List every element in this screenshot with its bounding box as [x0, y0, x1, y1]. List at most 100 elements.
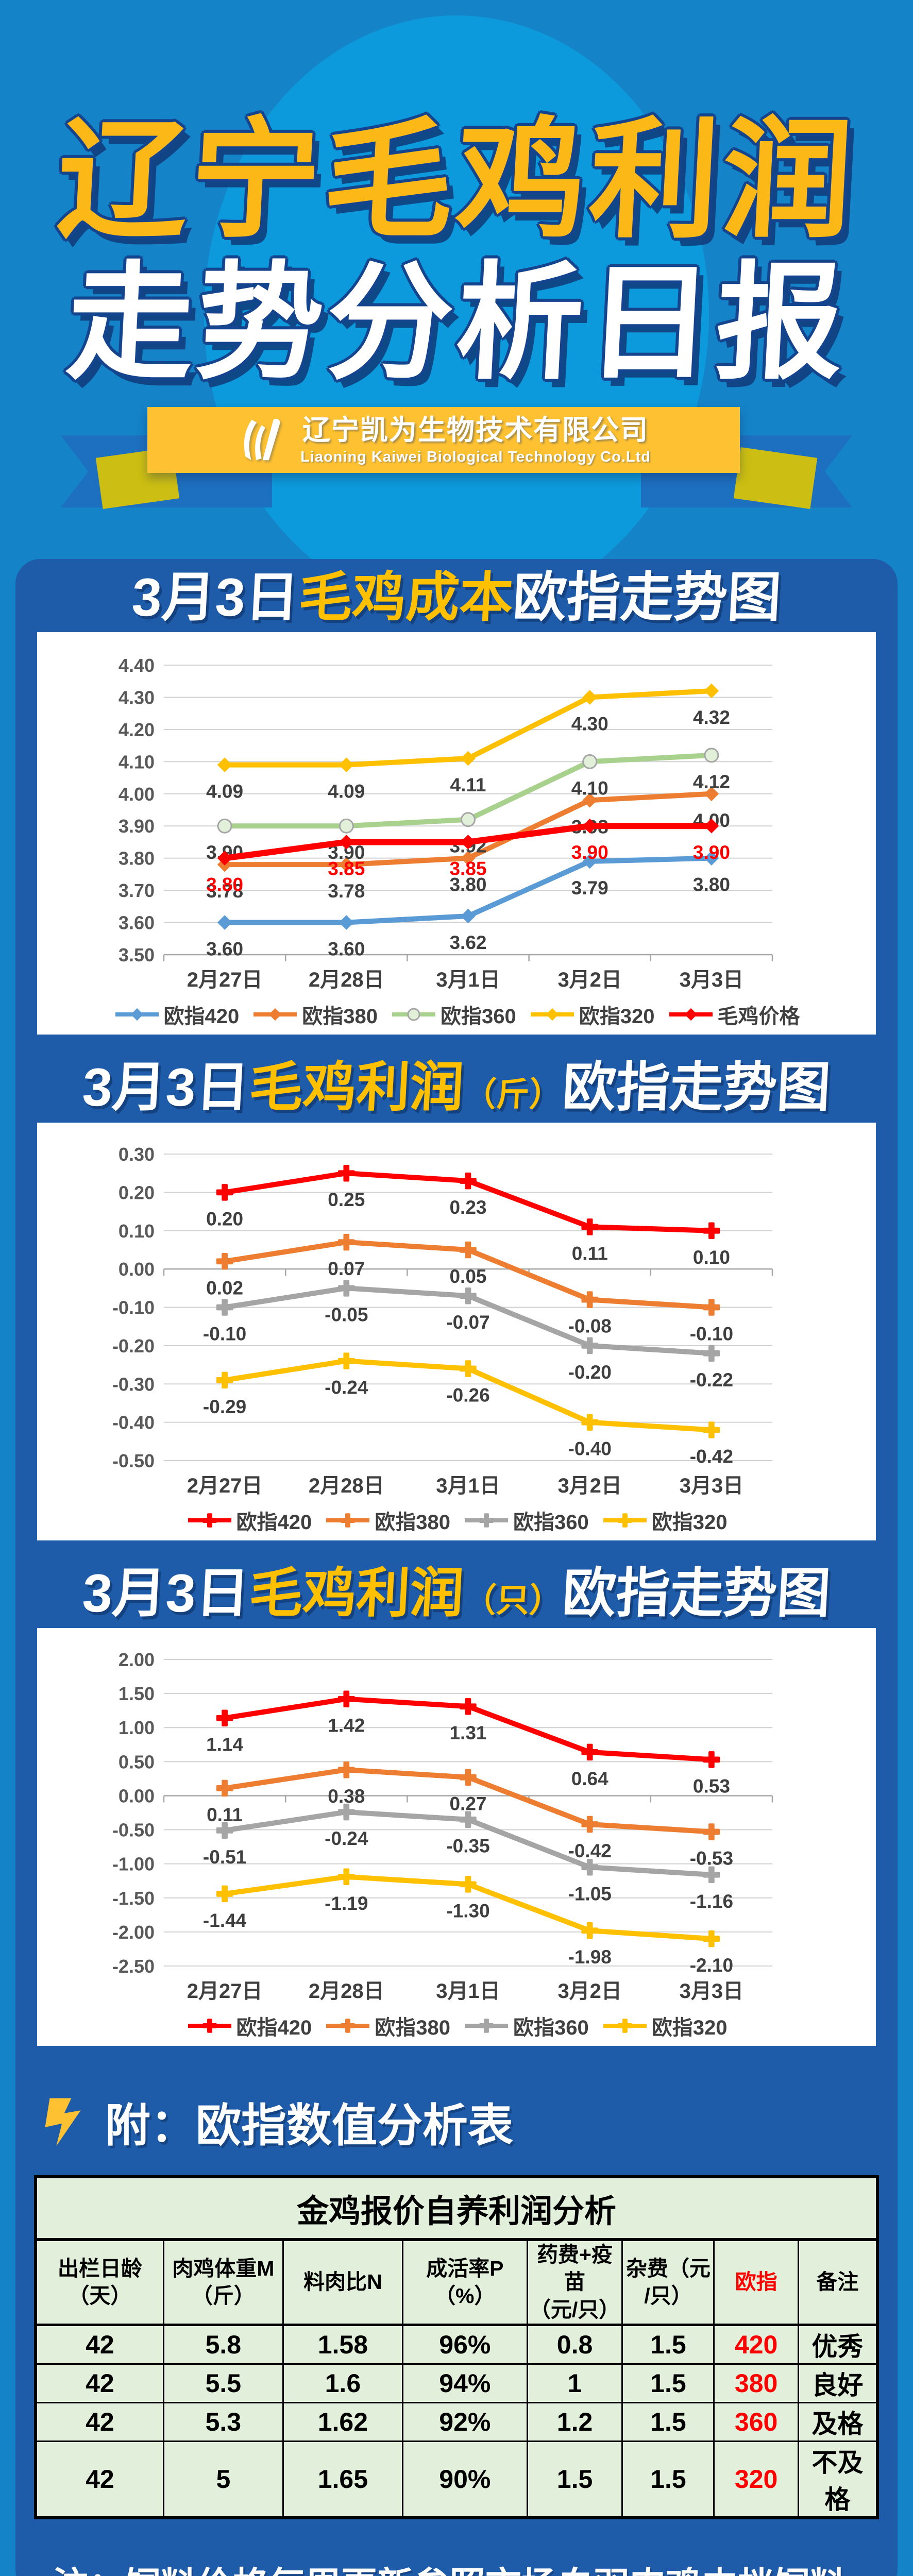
svg-text:0.27: 0.27 [449, 1793, 486, 1815]
svg-text:1.31: 1.31 [449, 1722, 486, 1743]
table-row: 42 5 1.65 90% 1.5 1.5 320 不及格 [35, 2441, 878, 2519]
table-cell: 1 [526, 2363, 623, 2404]
svg-text:3.79: 3.79 [571, 877, 608, 899]
poster-title-line2: 走势分析日报 [63, 252, 850, 394]
company-name-block: 辽宁凯为生物技术有限公司 Liaoning Kaiwei Biological … [300, 414, 651, 466]
svg-text:-0.20: -0.20 [112, 1335, 155, 1357]
svg-text:3月3日: 3月3日 [680, 1980, 744, 2003]
table-cell: 1.5 [621, 2402, 715, 2443]
table-row: 42 5.5 1.6 94% 1 1.5 380 良好 [35, 2363, 878, 2404]
svg-text:0.00: 0.00 [119, 1786, 155, 1807]
svg-text:2月28日: 2月28日 [309, 1475, 384, 1497]
table-cell: 90% [401, 2441, 528, 2519]
table-header-cell: 备注 [797, 2239, 878, 2327]
svg-text:4.12: 4.12 [693, 771, 730, 792]
svg-text:0.11: 0.11 [207, 1804, 243, 1825]
table-header-cell: 欧指 [713, 2239, 799, 2327]
chart3-title: 3月3日毛鸡利润（只）欧指走势图 [14, 1564, 899, 1623]
legend-label: 欧指360 [441, 1005, 516, 1028]
profit-analysis-table: 金鸡报价自养利润分析 出栏日龄 （天） 肉鸡体重M （斤） 料肉比N 成活率P （%） 药费+疫… [34, 2175, 879, 2520]
svg-text:2月27日: 2月27日 [187, 1475, 263, 1497]
table-row: 42 5.8 1.58 96% 0.8 1.5 420 优秀 [35, 2324, 878, 2365]
table-cell: 420 [713, 2324, 799, 2365]
chart2-title-prefix: 3月3日 [81, 1058, 251, 1118]
svg-text:0.02: 0.02 [206, 1277, 243, 1298]
legend-item-欧指380: 欧指380 [324, 2011, 450, 2041]
chart1-title-prefix: 3月3日 [130, 568, 300, 628]
svg-text:0.05: 0.05 [449, 1266, 486, 1287]
table-cell: 不及格 [797, 2441, 878, 2519]
legend-item-毛鸡价格: 毛鸡价格 [667, 999, 800, 1029]
chart3-profit-bird-line-chart: -2.50 -2.00 -1.50 -1.00 -0.50 0.00 0.50 1.00 1.5… [37, 1628, 876, 2046]
company-logo-icon [244, 419, 280, 461]
svg-text:2月27日: 2月27日 [187, 1980, 263, 2003]
svg-text:-0.42: -0.42 [690, 1446, 733, 1467]
legend-marker-icon [188, 1513, 231, 1528]
main-panel: 3月3日毛鸡成本欧指走势图 3.50 3.60 3.70 3.80 3.90 4.00 4.… [15, 559, 898, 2576]
legend-item-欧指360: 欧指360 [463, 1505, 589, 1535]
table-header-cell: 药费+疫苗 （元/只） [526, 2239, 623, 2327]
svg-text:-0.07: -0.07 [446, 1312, 489, 1333]
legend-marker-icon [253, 1008, 297, 1021]
table-cell: 5.8 [162, 2324, 284, 2365]
table-row: 42 5.3 1.62 92% 1.2 1.5 360 及格 [35, 2402, 878, 2443]
svg-text:4.32: 4.32 [693, 707, 730, 728]
legend-marker-icon [465, 1513, 508, 1528]
svg-text:3.80: 3.80 [119, 848, 155, 869]
svg-text:4.10: 4.10 [571, 778, 608, 799]
table-cell: 42 [35, 2363, 164, 2404]
svg-text:3.78: 3.78 [206, 881, 243, 902]
chart3-plot-svg: -2.50 -2.00 -1.50 -1.00 -0.50 0.00 0.50 1.00 1.5… [112, 1649, 773, 2003]
company-ribbon: 辽宁凯为生物技术有限公司 Liaoning Kaiwei Biological … [147, 407, 740, 473]
legend-marker-icon [326, 1513, 370, 1528]
svg-text:3.90: 3.90 [571, 842, 608, 863]
svg-text:3.85: 3.85 [328, 858, 365, 879]
chart3-title-highlight: 毛鸡利润 [247, 1563, 465, 1623]
svg-text:4.00: 4.00 [119, 784, 155, 805]
svg-text:3月3日: 3月3日 [680, 969, 744, 991]
svg-text:0.38: 0.38 [328, 1786, 365, 1807]
svg-text:3月1日: 3月1日 [436, 969, 500, 991]
svg-text:0.50: 0.50 [119, 1752, 155, 1773]
legend-label: 欧指420 [163, 1005, 240, 1028]
table-cell: 42 [35, 2324, 164, 2365]
legend-label: 欧指420 [236, 1511, 312, 1534]
company-name-en: Liaoning Kaiwei Biological Technology Co… [300, 448, 651, 465]
legend-label: 欧指420 [236, 2016, 312, 2040]
svg-text:0.64: 0.64 [571, 1768, 608, 1789]
legend-item-欧指360: 欧指360 [390, 999, 516, 1029]
analysis-section-title: 附：欧指数值分析表 [105, 2100, 514, 2151]
svg-text:1.42: 1.42 [328, 1715, 365, 1736]
svg-text:4.20: 4.20 [119, 719, 155, 740]
svg-text:4.09: 4.09 [328, 781, 365, 802]
svg-text:-0.40: -0.40 [112, 1412, 155, 1433]
header-glow-ellipse [204, 15, 709, 613]
svg-text:-0.24: -0.24 [325, 1377, 368, 1398]
table-cell: 1.58 [282, 2324, 403, 2365]
table-cell: 1.65 [282, 2441, 403, 2519]
legend-item-欧指360: 欧指360 [463, 2011, 589, 2041]
svg-text:1.14: 1.14 [206, 1734, 243, 1755]
table-cell: 1.62 [282, 2402, 403, 2443]
svg-text:0.53: 0.53 [693, 1776, 730, 1797]
svg-text:0.30: 0.30 [119, 1144, 155, 1165]
svg-text:-2.00: -2.00 [112, 1922, 155, 1943]
table-cell: 及格 [797, 2402, 878, 2443]
legend-label: 欧指360 [513, 2016, 589, 2040]
table-body: 42 5.8 1.58 96% 0.8 1.5 420 优秀 42 5.5 1.6 94% 1 1.5 38… [35, 2324, 878, 2519]
footnote-text: 注：饲料价格每周更新参照市场白羽肉鸡中档饲料价格，雏价和毛鸡价参照金鸡报价沈阳高… [53, 2553, 860, 2576]
svg-text:4.09: 4.09 [206, 781, 243, 802]
legend-item-欧指420: 欧指420 [113, 999, 240, 1029]
legend-item-欧指420: 欧指420 [186, 1505, 312, 1535]
table-cell: 5.3 [162, 2402, 284, 2443]
table-cell: 94% [401, 2363, 528, 2404]
table-header-cell: 成活率P （%） [401, 2239, 528, 2327]
table-cell: 1.6 [282, 2363, 403, 2404]
analysis-section-header: 附：欧指数值分析表 [42, 2089, 898, 2155]
svg-text:4.11: 4.11 [450, 774, 486, 795]
table-cell: 5.5 [162, 2363, 284, 2404]
table-cell: 360 [713, 2402, 799, 2443]
svg-text:3月2日: 3月2日 [557, 969, 622, 991]
poster-title-line1: 辽宁毛鸡利润 [54, 108, 859, 253]
svg-text:0.00: 0.00 [119, 1259, 155, 1280]
